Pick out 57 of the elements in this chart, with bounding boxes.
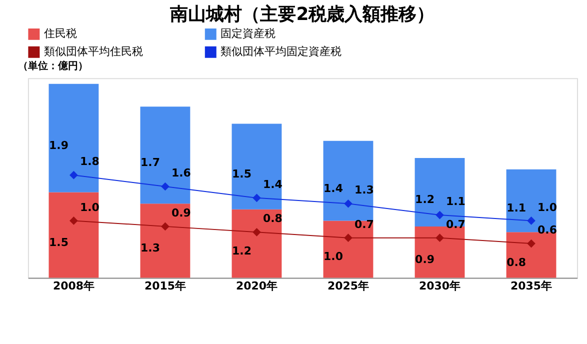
point: [436, 234, 444, 242]
x-tick-label: 2035年: [510, 279, 552, 292]
point: [436, 210, 444, 220]
bar: [323, 220, 374, 278]
data-label: 1.3: [354, 184, 374, 197]
data-label: 0.8: [506, 256, 526, 269]
data-label: 1.1: [446, 195, 466, 208]
data-label: 1.0: [80, 200, 100, 214]
point: [70, 216, 78, 225]
point: [344, 199, 352, 208]
data-label: 0.9: [415, 253, 434, 266]
point: [70, 170, 78, 180]
data-label: 1.6: [171, 166, 192, 180]
legend-label: 類似団体平均住民税: [44, 45, 143, 58]
data-label: 1.5: [232, 168, 252, 181]
annotation: （単位：億円）: [18, 60, 88, 72]
legend-label: 固定資産税: [220, 27, 276, 40]
data-label: 1.0: [538, 200, 558, 214]
bar: [414, 158, 465, 226]
legend-label: 住民税: [44, 27, 77, 40]
data-label: 1.2: [232, 244, 252, 258]
point: [252, 194, 261, 202]
legend-label: 類似団体平均固定資産税: [220, 45, 342, 58]
x-tick-label: 2030年: [418, 279, 461, 292]
data-label: 1.2: [415, 193, 434, 206]
data-label: 0.8: [262, 212, 282, 226]
bar: [48, 192, 99, 278]
data-label: 1.8: [80, 155, 100, 168]
data-label: 1.5: [49, 236, 68, 249]
x-tick-label: 2015年: [144, 279, 186, 292]
data-label: 1.4: [262, 178, 283, 191]
bar: [232, 209, 282, 278]
x-tick-label: 2025年: [327, 279, 370, 292]
bar: [506, 232, 556, 278]
data-label: 0.9: [171, 206, 191, 220]
data-label: 1.9: [49, 139, 68, 152]
point: [344, 234, 352, 242]
data-label: 1.4: [324, 182, 344, 195]
bar: [140, 106, 190, 204]
point: [161, 182, 170, 191]
data-label: 1.7: [140, 156, 160, 170]
x-tick-label: 2008年: [52, 279, 94, 292]
point: [161, 222, 170, 231]
point: [527, 216, 536, 225]
bar: [48, 84, 99, 192]
bar: [232, 124, 282, 210]
data-label: 1.0: [324, 250, 344, 264]
data-label: 1.3: [140, 242, 160, 255]
bar: [506, 169, 556, 232]
data-label: 0.7: [354, 218, 374, 231]
bar: [140, 204, 190, 278]
point: [252, 228, 261, 236]
text: 南山城村（主要2税歳入額推移）: [169, 4, 435, 26]
x-tick-label: 2020年: [236, 279, 278, 292]
bar: [323, 140, 374, 221]
data-label: 1.1: [506, 202, 526, 215]
point: [527, 239, 536, 248]
